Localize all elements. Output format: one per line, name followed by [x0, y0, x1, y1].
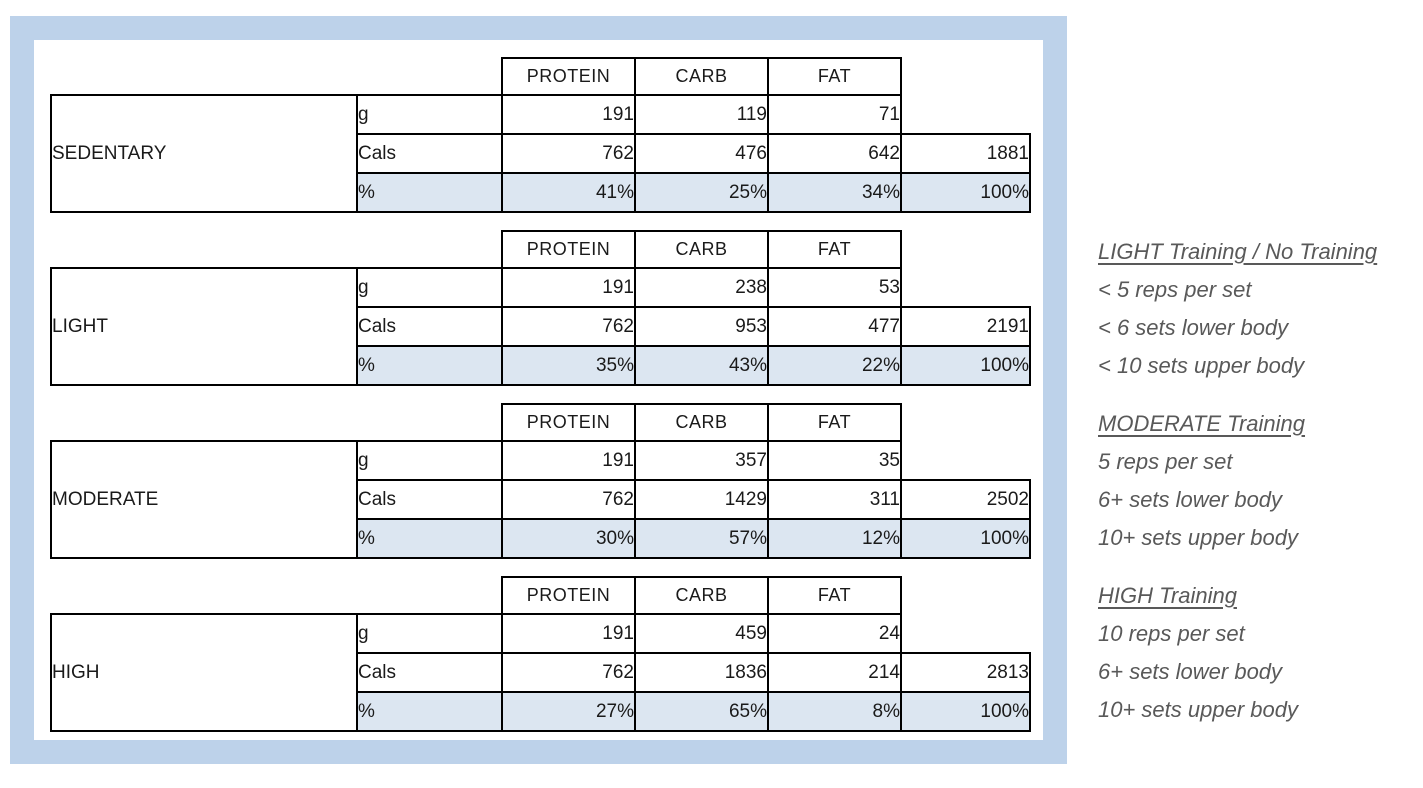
training-notes: LIGHT Training / No Training < 5 reps per… — [1098, 233, 1423, 749]
total-cell: 2502 — [900, 479, 1031, 520]
column-header: FAT — [767, 230, 902, 269]
row-label: g — [356, 440, 503, 481]
value-cell: 35 — [767, 440, 902, 481]
note-line: 6+ sets lower body — [1098, 659, 1283, 684]
value-cell: 191 — [501, 94, 636, 135]
value-cell: 238 — [634, 267, 769, 308]
column-header: PROTEIN — [501, 57, 636, 96]
total-cell: 100% — [900, 345, 1031, 386]
value-cell: 30% — [501, 518, 636, 559]
value-cell: 953 — [634, 306, 769, 347]
column-header: PROTEIN — [501, 576, 636, 615]
note-title-text: MODERATE Training — [1098, 411, 1306, 436]
note-title: HIGH Training — [1098, 577, 1423, 615]
column-header: CARB — [634, 230, 769, 269]
row-label: Cals — [356, 306, 503, 347]
content-panel: PROTEIN CARB FAT SEDENTARY g 191 119 71 Cals 762 4… — [34, 40, 1043, 740]
value-cell: 357 — [634, 440, 769, 481]
note-title-text: LIGHT Training / No Training — [1098, 239, 1378, 264]
column-header: PROTEIN — [501, 403, 636, 442]
value-cell: 477 — [767, 306, 902, 347]
total-cell: 100% — [900, 172, 1031, 213]
tables-area: PROTEIN CARB FAT SEDENTARY g 191 119 71 Cals 762 4… — [50, 57, 1031, 749]
row-label: % — [356, 518, 503, 559]
value-cell: 8% — [767, 691, 902, 732]
activity-label: LIGHT — [50, 267, 358, 386]
note-line: 6+ sets lower body — [1098, 487, 1283, 512]
note-block: MODERATE Training 5 reps per set 6+ sets l… — [1098, 405, 1423, 557]
macro-table-high: PROTEIN CARB FAT HIGH g 191 459 24 Cals 762 1836 21… — [50, 576, 1031, 732]
value-cell: 27% — [501, 691, 636, 732]
note-line: < 10 sets upper body — [1098, 353, 1305, 378]
value-cell: 1429 — [634, 479, 769, 520]
total-cell: 1881 — [900, 133, 1031, 174]
value-cell: 311 — [767, 479, 902, 520]
note-line: 10 reps per set — [1098, 621, 1245, 646]
slide-frame: PROTEIN CARB FAT SEDENTARY g 191 119 71 Cals 762 4… — [10, 16, 1067, 764]
value-cell: 191 — [501, 267, 636, 308]
value-cell: 214 — [767, 652, 902, 693]
note-block: HIGH Training 10 reps per set 6+ sets lowe… — [1098, 577, 1423, 729]
value-cell: 762 — [501, 306, 636, 347]
value-cell: 119 — [634, 94, 769, 135]
macro-table-sedentary: PROTEIN CARB FAT SEDENTARY g 191 119 71 Cals 762 4… — [50, 57, 1031, 213]
column-header: FAT — [767, 57, 902, 96]
column-header: FAT — [767, 576, 902, 615]
row-label: Cals — [356, 652, 503, 693]
value-cell: 762 — [501, 479, 636, 520]
value-cell: 191 — [501, 613, 636, 654]
note-line: < 6 sets lower body — [1098, 315, 1289, 340]
row-label: % — [356, 691, 503, 732]
value-cell: 43% — [634, 345, 769, 386]
value-cell: 35% — [501, 345, 636, 386]
row-label: g — [356, 267, 503, 308]
value-cell: 41% — [501, 172, 636, 213]
row-label: Cals — [356, 133, 503, 174]
total-cell: 2191 — [900, 306, 1031, 347]
value-cell: 65% — [634, 691, 769, 732]
activity-label: SEDENTARY — [50, 94, 358, 213]
note-line: 5 reps per set — [1098, 449, 1233, 474]
value-cell: 34% — [767, 172, 902, 213]
row-label: Cals — [356, 479, 503, 520]
value-cell: 459 — [634, 613, 769, 654]
column-header: CARB — [634, 576, 769, 615]
note-line: 10+ sets upper body — [1098, 697, 1298, 722]
row-label: g — [356, 613, 503, 654]
activity-label: MODERATE — [50, 440, 358, 559]
row-label: % — [356, 172, 503, 213]
column-header: FAT — [767, 403, 902, 442]
note-title-text: HIGH Training — [1098, 583, 1237, 608]
value-cell: 22% — [767, 345, 902, 386]
note-block: LIGHT Training / No Training < 5 reps per… — [1098, 233, 1423, 385]
column-header: PROTEIN — [501, 230, 636, 269]
value-cell: 476 — [634, 133, 769, 174]
column-header: CARB — [634, 57, 769, 96]
value-cell: 762 — [501, 133, 636, 174]
value-cell: 1836 — [634, 652, 769, 693]
activity-label: HIGH — [50, 613, 358, 732]
total-cell: 100% — [900, 518, 1031, 559]
total-cell: 100% — [900, 691, 1031, 732]
row-label: % — [356, 345, 503, 386]
value-cell: 642 — [767, 133, 902, 174]
value-cell: 762 — [501, 652, 636, 693]
macro-table-moderate: PROTEIN CARB FAT MODERATE g 191 357 35 Cals 762 14… — [50, 403, 1031, 559]
value-cell: 53 — [767, 267, 902, 308]
column-header: CARB — [634, 403, 769, 442]
value-cell: 57% — [634, 518, 769, 559]
value-cell: 12% — [767, 518, 902, 559]
note-line: 10+ sets upper body — [1098, 525, 1298, 550]
note-title: LIGHT Training / No Training — [1098, 233, 1423, 271]
value-cell: 71 — [767, 94, 902, 135]
row-label: g — [356, 94, 503, 135]
value-cell: 24 — [767, 613, 902, 654]
macro-table-light: PROTEIN CARB FAT LIGHT g 191 238 53 Cals 762 953 47… — [50, 230, 1031, 386]
value-cell: 191 — [501, 440, 636, 481]
total-cell: 2813 — [900, 652, 1031, 693]
note-line: < 5 reps per set — [1098, 277, 1252, 302]
value-cell: 25% — [634, 172, 769, 213]
note-title: MODERATE Training — [1098, 405, 1423, 443]
